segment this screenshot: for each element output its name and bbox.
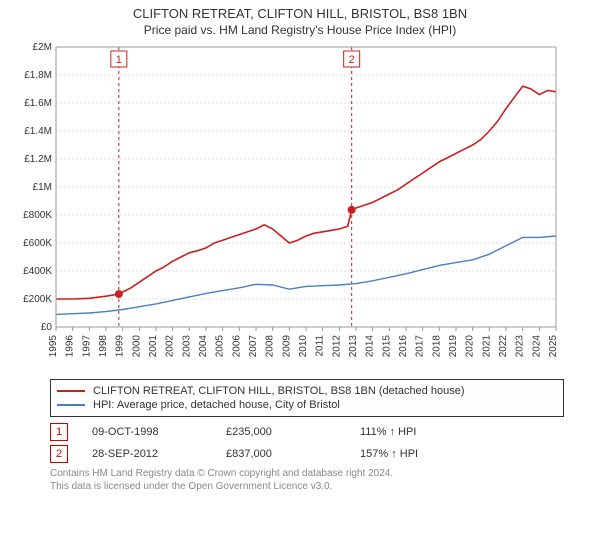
svg-text:£1.2M: £1.2M	[24, 154, 52, 165]
svg-text:2012: 2012	[331, 335, 342, 358]
price-chart: £0 £200K £400K £600K £800K £1M £1.2M £1.4M £1.6M…	[10, 41, 570, 371]
svg-text:2020: 2020	[465, 335, 476, 358]
svg-text:1: 1	[116, 54, 122, 66]
sale-marker-badge: 1	[50, 423, 68, 441]
svg-text:1997: 1997	[81, 335, 92, 358]
sales-row: 1 09-OCT-1998 £235,000 111% ↑ HPI	[50, 423, 590, 441]
svg-text:£1M: £1M	[33, 182, 52, 193]
svg-text:2024: 2024	[531, 335, 542, 358]
svg-text:2: 2	[349, 54, 355, 66]
svg-text:2014: 2014	[365, 335, 376, 358]
svg-text:£600K: £600K	[23, 238, 52, 249]
sale-date: 09-OCT-1998	[92, 426, 202, 438]
svg-text:2011: 2011	[315, 335, 326, 357]
footer-line2: This data is licensed under the Open Gov…	[50, 480, 590, 493]
sales-table: 1 09-OCT-1998 £235,000 111% ↑ HPI 2 28-SEP-20…	[50, 423, 590, 463]
svg-text:2005: 2005	[215, 335, 226, 358]
svg-text:£1.6M: £1.6M	[24, 98, 52, 109]
svg-text:2023: 2023	[515, 335, 526, 358]
svg-text:£0: £0	[41, 322, 53, 333]
sale-vs-hpi: 111% ↑ HPI	[360, 426, 416, 438]
svg-text:2008: 2008	[265, 335, 276, 358]
footer-attribution: Contains HM Land Registry data © Crown c…	[50, 467, 590, 493]
svg-text:2015: 2015	[381, 335, 392, 358]
svg-text:2013: 2013	[348, 335, 359, 358]
svg-text:1995: 1995	[48, 335, 59, 358]
legend-box: CLIFTON RETREAT, CLIFTON HILL, BRISTOL, …	[50, 379, 564, 417]
sale-date: 28-SEP-2012	[92, 448, 202, 460]
sale-marker-badge: 2	[50, 445, 68, 463]
svg-text:1999: 1999	[115, 335, 126, 358]
svg-text:£200K: £200K	[23, 294, 52, 305]
svg-text:2009: 2009	[281, 335, 292, 358]
legend-row-hpi: HPI: Average price, detached house, City…	[57, 398, 557, 412]
legend-swatch-price	[57, 390, 85, 392]
svg-text:2000: 2000	[131, 335, 142, 358]
svg-text:2021: 2021	[481, 335, 492, 358]
footer-line1: Contains HM Land Registry data © Crown c…	[50, 467, 590, 480]
svg-text:2002: 2002	[165, 335, 176, 358]
svg-text:2018: 2018	[431, 335, 442, 358]
svg-text:2004: 2004	[198, 335, 209, 358]
svg-text:£1.4M: £1.4M	[24, 126, 52, 137]
svg-text:£400K: £400K	[23, 266, 52, 277]
svg-text:£2M: £2M	[33, 42, 52, 53]
svg-text:2016: 2016	[398, 335, 409, 358]
svg-text:2025: 2025	[548, 335, 559, 358]
svg-text:2017: 2017	[415, 335, 426, 358]
svg-text:1998: 1998	[98, 335, 109, 358]
svg-text:2003: 2003	[181, 335, 192, 358]
sale-vs-hpi: 157% ↑ HPI	[360, 448, 418, 460]
legend-label-price: CLIFTON RETREAT, CLIFTON HILL, BRISTOL, …	[93, 385, 465, 397]
svg-text:1996: 1996	[65, 335, 76, 358]
svg-text:2007: 2007	[248, 335, 259, 358]
svg-text:2019: 2019	[448, 335, 459, 358]
svg-text:2006: 2006	[231, 335, 242, 358]
legend-label-hpi: HPI: Average price, detached house, City…	[93, 399, 340, 411]
sales-row: 2 28-SEP-2012 £837,000 157% ↑ HPI	[50, 445, 590, 463]
chart-container: £0 £200K £400K £600K £800K £1M £1.2M £1.4M £1.6M…	[10, 41, 590, 371]
chart-title: CLIFTON RETREAT, CLIFTON HILL, BRISTOL, …	[10, 6, 590, 21]
sale-price: £837,000	[226, 448, 336, 460]
svg-text:2001: 2001	[148, 335, 159, 358]
legend-swatch-hpi	[57, 404, 85, 406]
legend-row-price: CLIFTON RETREAT, CLIFTON HILL, BRISTOL, …	[57, 384, 557, 398]
svg-text:£1.8M: £1.8M	[24, 70, 52, 81]
svg-text:2010: 2010	[298, 335, 309, 358]
svg-text:£800K: £800K	[23, 210, 52, 221]
svg-text:2022: 2022	[498, 335, 509, 358]
sale-price: £235,000	[226, 426, 336, 438]
chart-subtitle: Price paid vs. HM Land Registry's House …	[10, 23, 590, 37]
